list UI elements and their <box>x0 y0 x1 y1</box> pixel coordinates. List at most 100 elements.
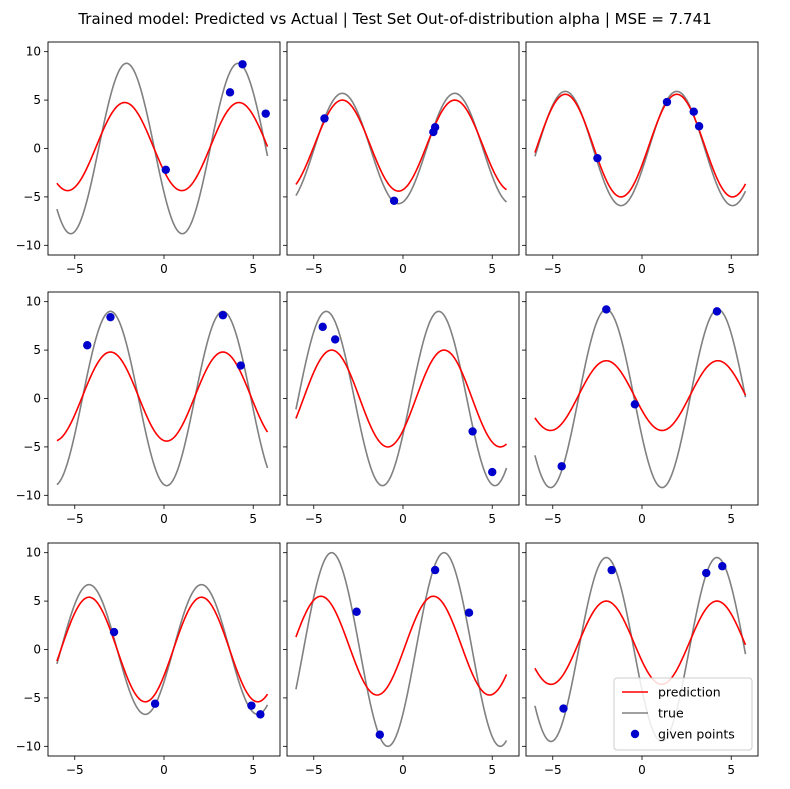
x-tick-label: 0 <box>638 763 646 777</box>
x-tick-label: −5 <box>66 763 84 777</box>
y-tick-label: 5 <box>33 594 41 608</box>
y-tick-label: 0 <box>33 392 41 406</box>
subplot-7: −5 0 5 −10 −5 0 5 10 <box>16 542 281 777</box>
y-tick-label: 10 <box>26 295 41 309</box>
subplot-1: −5 0 5 −10 −5 0 5 10 <box>16 41 281 276</box>
x-tick-label: 0 <box>160 512 168 526</box>
x-tick-label: 0 <box>399 262 407 276</box>
given-point <box>488 467 497 477</box>
given-point <box>464 608 474 617</box>
prediction-curve <box>295 349 508 448</box>
legend-swatch-given <box>630 729 640 739</box>
legend: prediction true given points <box>613 677 753 751</box>
y-tick-label: 0 <box>33 643 41 657</box>
x-tick-label: −5 <box>66 262 84 276</box>
given-point <box>559 704 568 713</box>
prediction-curve <box>56 596 269 703</box>
y-tick-label: −10 <box>16 739 41 753</box>
given-point <box>218 311 228 320</box>
given-point <box>318 322 327 332</box>
legend-label-given: given points <box>658 727 735 742</box>
x-tick-label: −5 <box>544 763 562 777</box>
given-point <box>662 97 672 107</box>
x-tick-label: 5 <box>727 512 735 526</box>
given-point <box>593 153 602 163</box>
given-point <box>718 562 727 571</box>
true-curve <box>295 310 508 487</box>
x-tick-label: −5 <box>544 262 562 276</box>
given-point <box>430 565 440 575</box>
prediction-curve <box>534 600 747 686</box>
x-tick-label: 0 <box>160 262 168 276</box>
given-point <box>702 568 711 578</box>
y-tick-label: 5 <box>33 93 41 107</box>
x-tick-label: 0 <box>399 512 407 526</box>
subplot-3: −5 0 5 <box>522 41 759 276</box>
subplot-6: −5 0 5 <box>522 291 759 526</box>
x-tick-label: 0 <box>638 512 646 526</box>
prediction-curve <box>534 359 747 432</box>
subplot-5: −5 0 5 <box>283 291 520 526</box>
true-curve <box>534 90 747 207</box>
given-point <box>430 123 440 132</box>
given-point <box>161 165 170 174</box>
true-curve <box>56 62 269 235</box>
chart-title: Trained model: Predicted vs Actual | Tes… <box>77 10 711 28</box>
given-point <box>375 730 384 739</box>
prediction-curve <box>534 93 747 198</box>
y-tick-label: −10 <box>16 238 41 252</box>
prediction-curve <box>295 595 508 696</box>
given-point <box>150 699 160 708</box>
given-point <box>468 427 477 436</box>
y-tick-label: −10 <box>16 488 41 502</box>
given-point <box>109 627 119 637</box>
given-point <box>607 565 616 575</box>
prediction-curve <box>56 351 269 442</box>
prediction-curve <box>295 99 507 192</box>
legend-label-prediction: prediction <box>658 685 721 700</box>
true-curve <box>56 310 269 487</box>
given-point <box>630 400 640 409</box>
x-tick-label: 5 <box>488 262 496 276</box>
y-tick-label: −5 <box>23 691 41 705</box>
x-tick-label: 0 <box>638 262 646 276</box>
y-tick-label: 10 <box>26 45 41 59</box>
legend-label-true: true <box>658 706 684 721</box>
given-point <box>320 114 329 123</box>
x-tick-label: 5 <box>488 763 496 777</box>
subplot-4: −5 0 5 −10 −5 0 5 10 <box>16 291 281 526</box>
x-tick-label: 5 <box>249 512 257 526</box>
x-tick-label: −5 <box>66 512 84 526</box>
x-tick-label: 5 <box>249 763 257 777</box>
prediction-curve <box>56 101 269 192</box>
given-point <box>106 312 115 322</box>
given-point <box>83 341 92 350</box>
y-tick-label: 10 <box>26 546 41 560</box>
subplot-8: −5 0 5 <box>283 542 520 777</box>
x-tick-label: −5 <box>305 262 323 276</box>
y-tick-label: −5 <box>23 190 41 204</box>
x-tick-label: 5 <box>249 262 257 276</box>
x-tick-label: −5 <box>305 512 323 526</box>
subplot-2: −5 0 5 <box>283 41 520 276</box>
given-point <box>557 462 566 471</box>
true-curve <box>534 308 747 489</box>
y-tick-label: 0 <box>33 142 41 156</box>
given-point <box>236 361 245 370</box>
given-point <box>602 305 611 314</box>
given-point <box>712 307 722 316</box>
x-tick-label: −5 <box>544 512 562 526</box>
given-point <box>256 710 265 719</box>
x-tick-label: 5 <box>488 512 496 526</box>
given-point <box>330 335 340 344</box>
given-point <box>694 122 704 131</box>
y-tick-label: 5 <box>33 343 41 357</box>
subplot-9: −5 0 5 prediction true given points <box>522 542 759 777</box>
x-tick-label: 0 <box>160 763 168 777</box>
x-tick-label: 5 <box>727 763 735 777</box>
true-curve <box>295 92 508 205</box>
y-tick-label: −5 <box>23 440 41 454</box>
given-point <box>389 196 399 205</box>
